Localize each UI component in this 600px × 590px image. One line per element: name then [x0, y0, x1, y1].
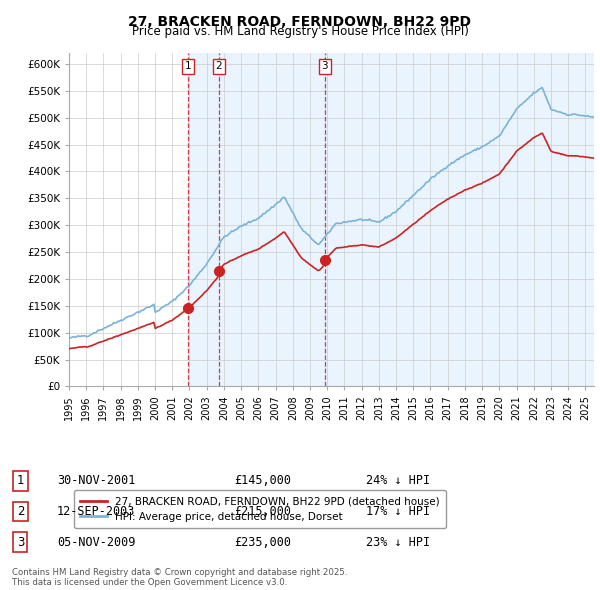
Legend: 27, BRACKEN ROAD, FERNDOWN, BH22 9PD (detached house), HPI: Average price, detac: 27, BRACKEN ROAD, FERNDOWN, BH22 9PD (de… — [74, 490, 446, 528]
Text: 3: 3 — [17, 536, 24, 549]
Text: £215,000: £215,000 — [234, 505, 291, 518]
Text: 12-SEP-2003: 12-SEP-2003 — [57, 505, 136, 518]
Text: Contains HM Land Registry data © Crown copyright and database right 2025.
This d: Contains HM Land Registry data © Crown c… — [12, 568, 347, 587]
Text: 05-NOV-2009: 05-NOV-2009 — [57, 536, 136, 549]
Text: Price paid vs. HM Land Registry's House Price Index (HPI): Price paid vs. HM Land Registry's House … — [131, 25, 469, 38]
Text: 2: 2 — [215, 61, 222, 71]
Text: 27, BRACKEN ROAD, FERNDOWN, BH22 9PD: 27, BRACKEN ROAD, FERNDOWN, BH22 9PD — [128, 15, 472, 29]
Text: 1: 1 — [185, 61, 191, 71]
Bar — [325, 53, 594, 386]
Bar — [188, 53, 219, 386]
Text: 23% ↓ HPI: 23% ↓ HPI — [366, 536, 430, 549]
Text: £235,000: £235,000 — [234, 536, 291, 549]
Text: 30-NOV-2001: 30-NOV-2001 — [57, 474, 136, 487]
Text: 17% ↓ HPI: 17% ↓ HPI — [366, 505, 430, 518]
Text: 24% ↓ HPI: 24% ↓ HPI — [366, 474, 430, 487]
Text: 2: 2 — [17, 505, 24, 518]
Text: 1: 1 — [17, 474, 24, 487]
Text: £145,000: £145,000 — [234, 474, 291, 487]
Bar — [219, 53, 325, 386]
Text: 3: 3 — [322, 61, 328, 71]
